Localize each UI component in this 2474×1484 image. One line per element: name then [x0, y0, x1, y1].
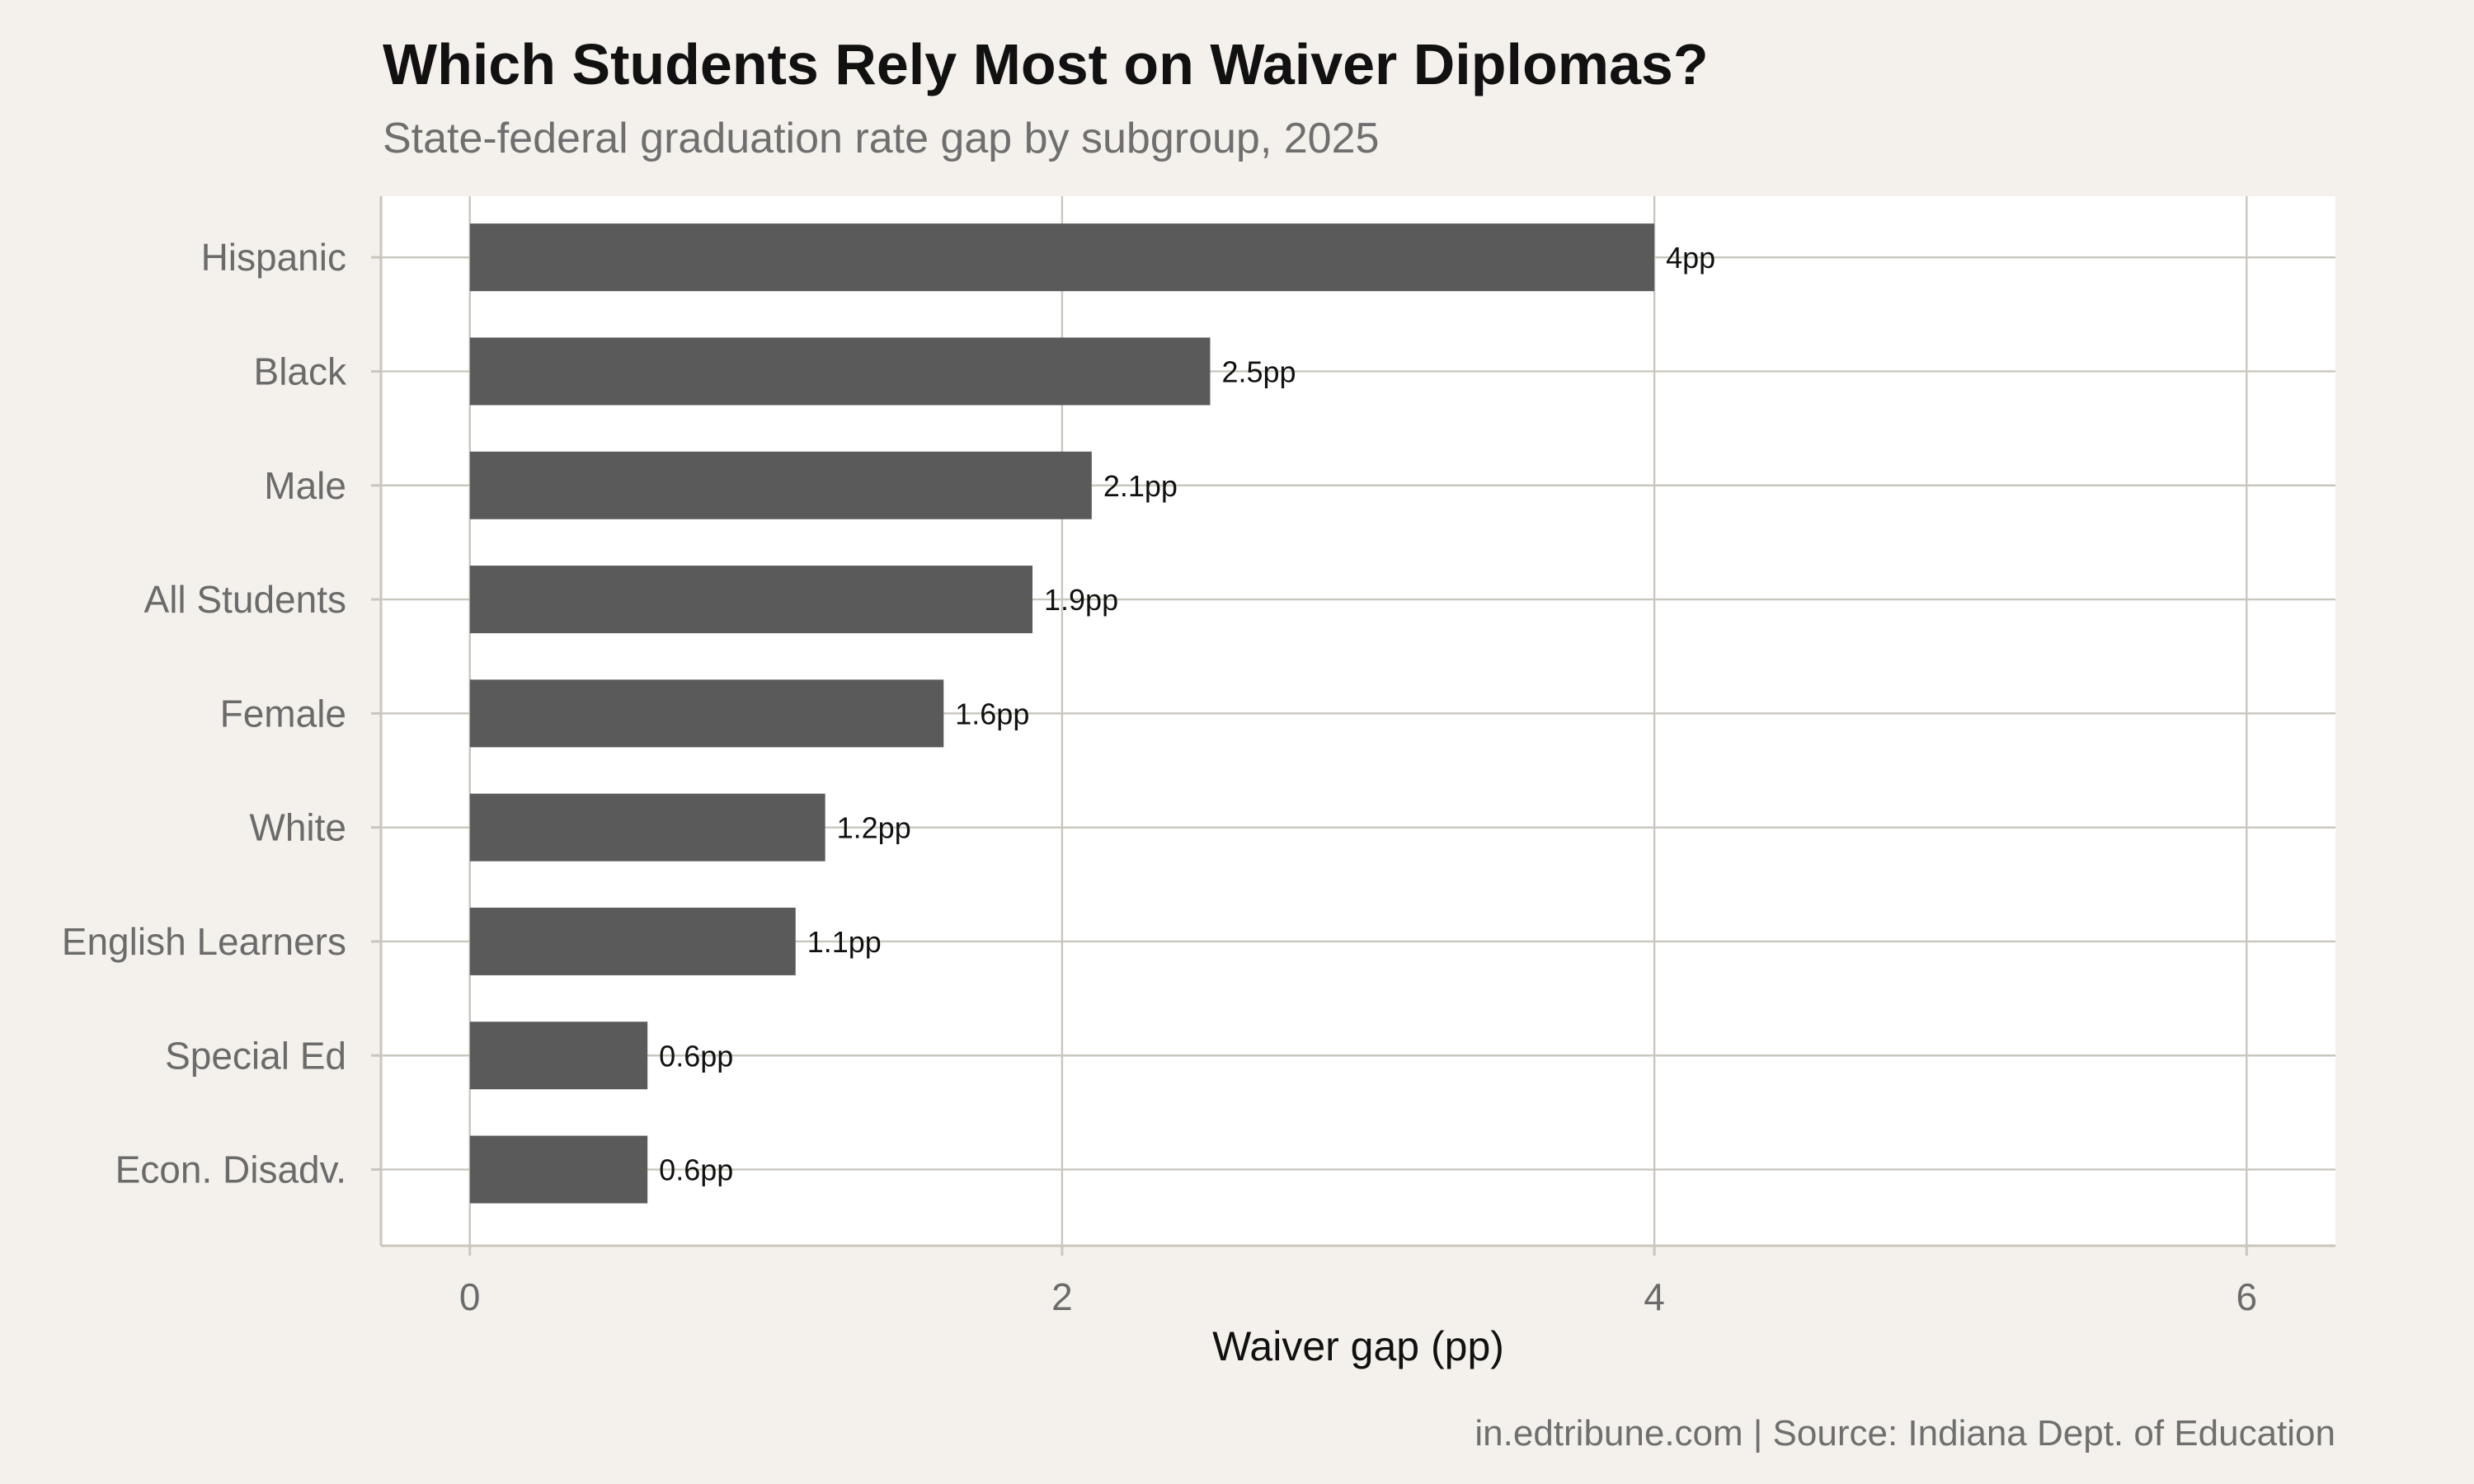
bar-7 — [469, 1021, 648, 1090]
data-label-3: 1.9pp — [1044, 583, 1118, 617]
category-label-4: Female — [220, 692, 346, 735]
bar-3 — [469, 566, 1032, 634]
chart-title: Which Students Rely Most on Waiver Diplo… — [383, 32, 1709, 96]
data-label-8: 0.6pp — [659, 1153, 733, 1187]
x-tick-label-1: 2 — [1051, 1275, 1073, 1318]
category-label-5: White — [249, 806, 346, 849]
bar-1 — [469, 337, 1211, 406]
category-label-1: Black — [254, 350, 347, 392]
bar-4 — [469, 679, 944, 748]
bars — [469, 223, 1655, 1204]
chart-subtitle: State-federal graduation rate gap by sub… — [383, 115, 1380, 162]
data-label-1: 2.5pp — [1221, 355, 1296, 388]
data-label-6: 1.1pp — [807, 925, 882, 959]
bar-0 — [469, 223, 1655, 292]
bar-5 — [469, 793, 825, 862]
bar-2 — [469, 451, 1092, 519]
bar-6 — [469, 907, 796, 975]
category-label-3: All Students — [144, 578, 346, 621]
category-label-7: Special Ed — [165, 1034, 346, 1077]
data-label-0: 4pp — [1666, 241, 1715, 275]
x-tick-label-3: 6 — [2236, 1275, 2257, 1318]
x-tick-labels: 0 2 4 6 — [459, 1275, 2257, 1318]
category-labels: Hispanic Black Male All Students Female White… — [62, 236, 347, 1190]
bar-8 — [469, 1135, 648, 1204]
x-axis-title: Waiver gap (pp) — [1212, 1323, 1504, 1369]
category-label-6: English Learners — [62, 920, 346, 963]
data-label-4: 1.6pp — [955, 697, 1029, 730]
category-label-0: Hispanic — [201, 236, 346, 279]
data-label-5: 1.2pp — [837, 811, 911, 845]
axes — [371, 196, 2335, 1256]
x-tick-label-2: 4 — [1644, 1275, 1665, 1318]
category-label-8: Econ. Disadv. — [115, 1148, 346, 1191]
data-labels: 4pp 2.5pp 2.1pp 1.9pp 1.6pp 1.2pp 1.1pp 0.6pp 0.… — [659, 241, 1715, 1186]
source-caption: in.edtribune.com | Source: Indiana Dept.… — [1475, 1413, 2335, 1453]
x-tick-label-0: 0 — [459, 1275, 481, 1318]
data-label-2: 2.1pp — [1103, 469, 1178, 503]
category-label-2: Male — [264, 464, 346, 507]
data-label-7: 0.6pp — [659, 1039, 733, 1073]
